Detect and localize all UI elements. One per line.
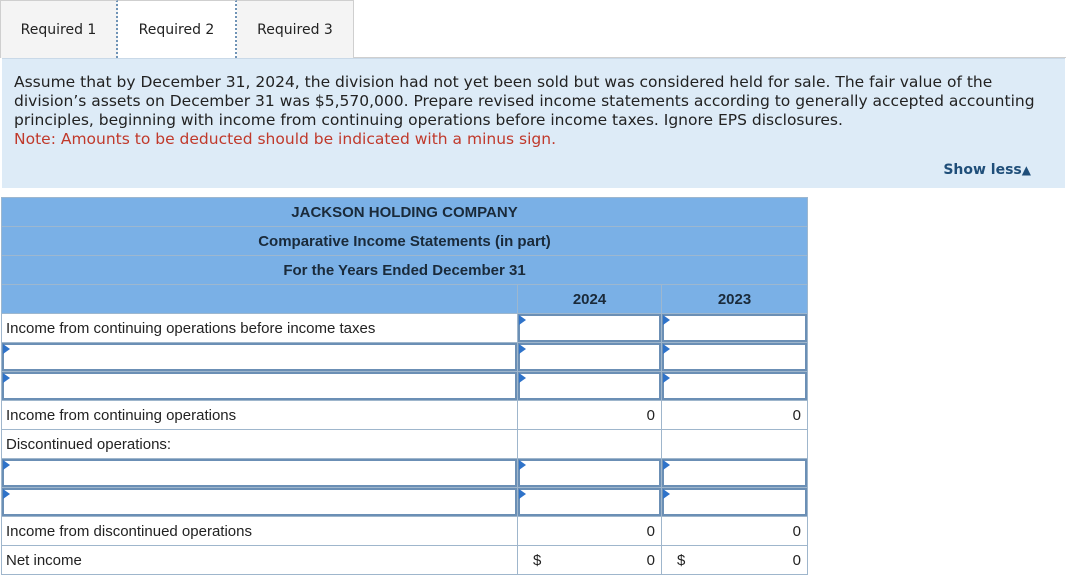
statement-company-row: JACKSON HOLDING COMPANY	[1, 197, 808, 227]
table-row: Income from continuing operations 0 0	[1, 400, 808, 430]
line-item-3-2024-input[interactable]	[518, 459, 661, 487]
statement-title: Comparative Income Statements (in part)	[1, 226, 808, 256]
line-item-3-2024-cell	[517, 458, 662, 488]
column-header-2023: 2023	[661, 284, 808, 314]
line-item-4-label-cell	[1, 487, 518, 517]
line-item-4-2023-cell	[661, 487, 808, 517]
income-continuing-2023-value: 0	[661, 400, 808, 430]
net-income-2023-dollar: $	[677, 552, 686, 569]
statement-company: JACKSON HOLDING COMPANY	[1, 197, 808, 227]
income-before-taxes-2023-input[interactable]	[662, 314, 807, 342]
line-item-4-2024-input[interactable]	[518, 488, 661, 516]
income-before-taxes-2023-cell	[661, 313, 808, 343]
discontinued-header-2023-blank	[661, 429, 808, 459]
line-item-2-2023-cell	[661, 371, 808, 401]
dropdown-marker-icon	[3, 373, 10, 383]
row-label-income-discontinued: Income from discontinued operations	[1, 516, 518, 546]
line-item-4-2023-input[interactable]	[662, 488, 807, 516]
line-item-1-label-input[interactable]	[2, 343, 517, 371]
tab-required-2[interactable]: Required 2	[118, 0, 237, 58]
net-income-2024-value: 0	[646, 551, 655, 569]
input-marker-icon	[663, 460, 670, 470]
table-row	[1, 371, 808, 401]
tab-required-1[interactable]: Required 1	[0, 0, 118, 58]
income-statement-table: JACKSON HOLDING COMPANY Comparative Inco…	[1, 197, 808, 575]
input-marker-icon	[519, 373, 526, 383]
line-item-1-2023-input[interactable]	[662, 343, 807, 371]
line-item-3-label-input[interactable]	[2, 459, 517, 487]
input-marker-icon	[519, 460, 526, 470]
input-marker-icon	[663, 373, 670, 383]
input-marker-icon	[663, 344, 670, 354]
dropdown-marker-icon	[3, 460, 10, 470]
line-item-1-2024-cell	[517, 342, 662, 372]
column-header-row: 2024 2023	[1, 284, 808, 314]
income-discontinued-2024-value: 0	[517, 516, 662, 546]
income-before-taxes-2024-input[interactable]	[518, 314, 661, 342]
income-continuing-2024-value: 0	[517, 400, 662, 430]
table-row: Income from continuing operations before…	[1, 313, 808, 343]
dropdown-marker-icon	[3, 344, 10, 354]
show-less-label: Show less	[943, 162, 1022, 178]
input-marker-icon	[663, 315, 670, 325]
table-row: Net income $ 0 $ 0	[1, 545, 808, 575]
table-row: Income from discontinued operations 0 0	[1, 516, 808, 546]
net-income-2023-value: 0	[792, 551, 801, 569]
row-label-income-before-taxes: Income from continuing operations before…	[1, 313, 518, 343]
row-label-discontinued-header: Discontinued operations:	[1, 429, 518, 459]
dropdown-marker-icon	[3, 489, 10, 499]
instructions-body: Assume that by December 31, 2024, the di…	[14, 73, 1035, 129]
statement-period-row: For the Years Ended December 31	[1, 255, 808, 285]
table-row: Discontinued operations:	[1, 429, 808, 459]
line-item-2-label-cell	[1, 371, 518, 401]
triangle-up-icon: ▲	[1021, 163, 1031, 177]
line-item-2-2023-input[interactable]	[662, 372, 807, 400]
column-header-blank	[1, 284, 518, 314]
line-item-4-label-input[interactable]	[2, 488, 517, 516]
line-item-2-label-input[interactable]	[2, 372, 517, 400]
input-marker-icon	[519, 489, 526, 499]
tab-required-3[interactable]: Required 3	[237, 0, 354, 58]
statement-title-row: Comparative Income Statements (in part)	[1, 226, 808, 256]
line-item-4-2024-cell	[517, 487, 662, 517]
line-item-1-label-cell	[1, 342, 518, 372]
line-item-2-2024-input[interactable]	[518, 372, 661, 400]
line-item-1-2023-cell	[661, 342, 808, 372]
instructions-text: Assume that by December 31, 2024, the di…	[14, 73, 1054, 149]
row-label-net-income: Net income	[1, 545, 518, 575]
show-less-button[interactable]: Show less▲	[943, 162, 1031, 178]
input-marker-icon	[519, 344, 526, 354]
input-marker-icon	[519, 315, 526, 325]
instructions-panel: Assume that by December 31, 2024, the di…	[2, 58, 1065, 188]
tab-bar: Required 1 Required 2 Required 3	[0, 0, 354, 58]
net-income-2024-cell: $ 0	[517, 545, 662, 575]
table-row	[1, 342, 808, 372]
table-row	[1, 458, 808, 488]
line-item-2-2024-cell	[517, 371, 662, 401]
income-before-taxes-2024-cell	[517, 313, 662, 343]
discontinued-header-2024-blank	[517, 429, 662, 459]
line-item-3-label-cell	[1, 458, 518, 488]
column-header-2024: 2024	[517, 284, 662, 314]
net-income-2023-cell: $ 0	[661, 545, 808, 575]
instructions-note: Note: Amounts to be deducted should be i…	[14, 130, 557, 148]
row-label-income-continuing: Income from continuing operations	[1, 400, 518, 430]
line-item-3-2023-input[interactable]	[662, 459, 807, 487]
table-row	[1, 487, 808, 517]
line-item-1-2024-input[interactable]	[518, 343, 661, 371]
statement-period: For the Years Ended December 31	[1, 255, 808, 285]
line-item-3-2023-cell	[661, 458, 808, 488]
tab-divider	[354, 57, 1066, 58]
net-income-2024-dollar: $	[533, 552, 542, 569]
input-marker-icon	[663, 489, 670, 499]
income-discontinued-2023-value: 0	[661, 516, 808, 546]
